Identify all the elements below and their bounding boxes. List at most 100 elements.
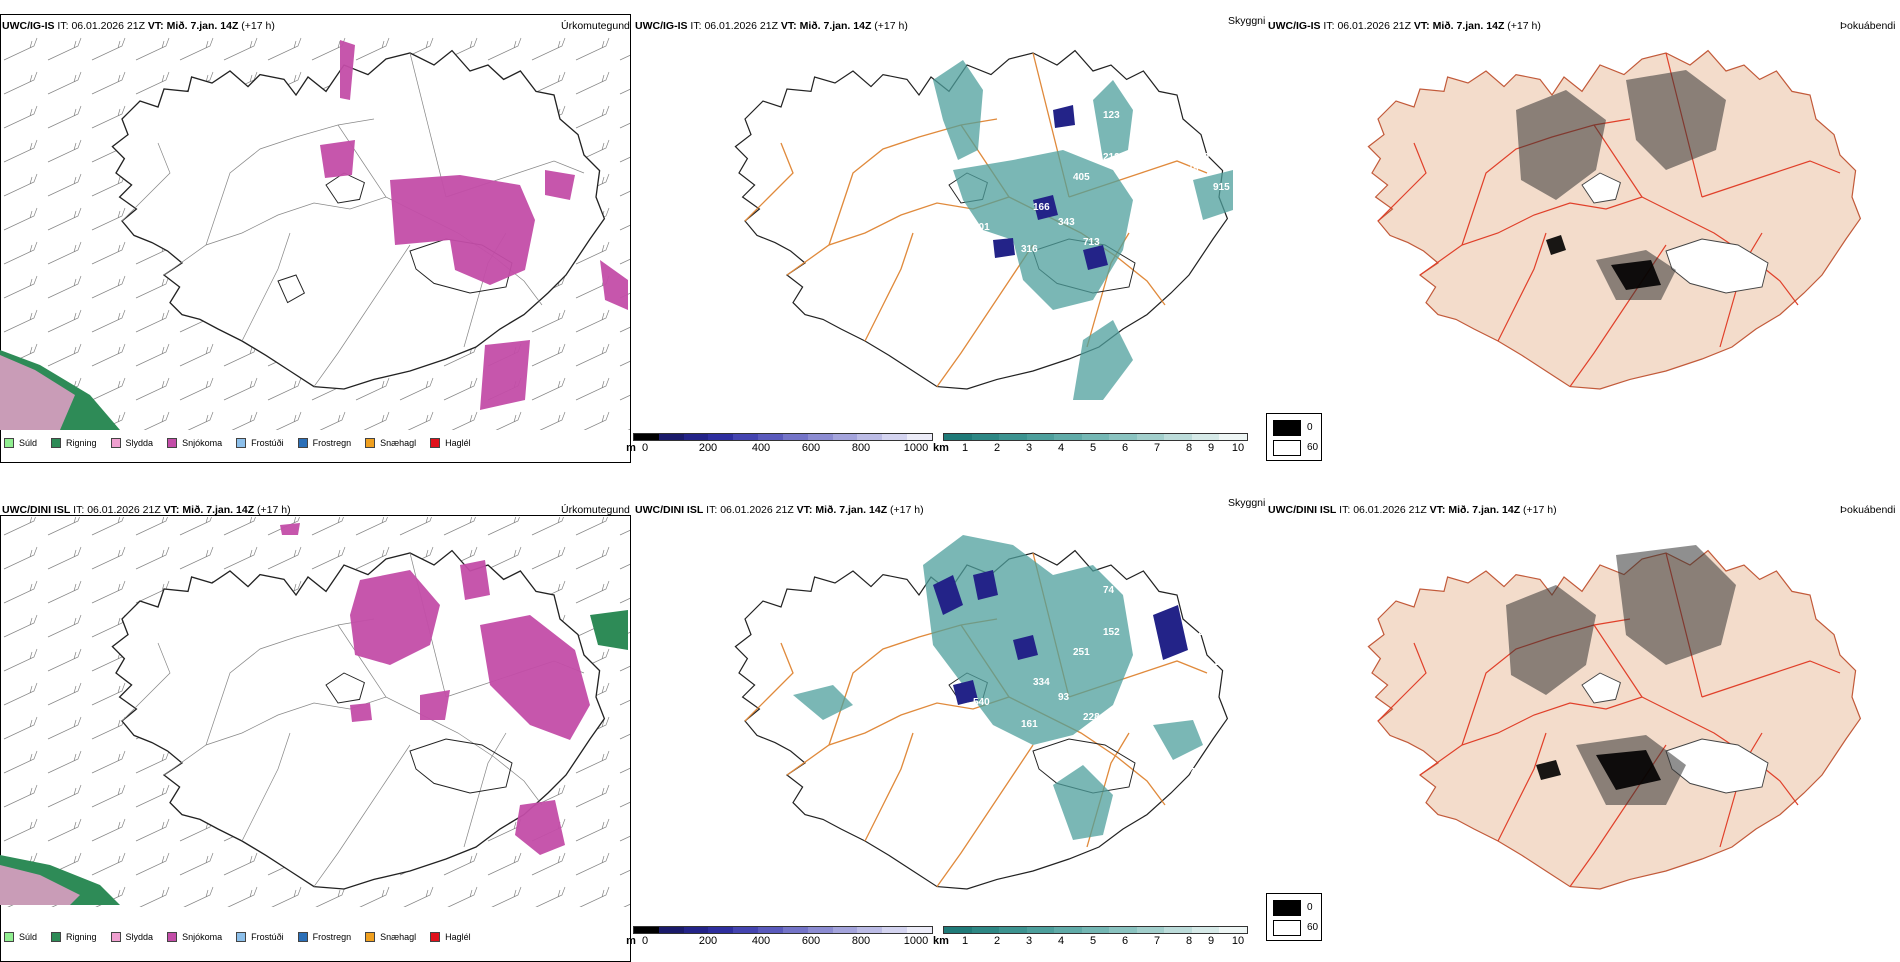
panel-header: UWC/DINI ISL IT: 06.01.2026 21Z VT: Mið.… (2, 504, 291, 516)
panel-header: UWC/IG-IS IT: 06.01.2026 21Z VT: Mið. 7.… (1268, 20, 1541, 32)
panel-header: UWC/DINI ISL IT: 06.01.2026 21Z VT: Mið.… (1268, 504, 1557, 516)
ceiling-value-label: 152 (1103, 627, 1120, 638)
ceiling-value-label: 316 (1021, 244, 1038, 255)
it-value: 06.01.2026 21Z (71, 20, 145, 32)
it-value: 06.01.2026 21Z (1337, 20, 1411, 32)
tick-label: 400 (751, 935, 771, 947)
model-name: UWC/IG-IS (1268, 20, 1321, 32)
tick-label: 600 (801, 935, 821, 947)
panel-header: UWC/DINI ISL IT: 06.01.2026 21Z VT: Mið.… (635, 504, 924, 516)
tick-label: 1 (961, 935, 969, 947)
legend-label: Frostregn (312, 438, 352, 448)
legend-label: Frostúði (251, 438, 284, 448)
it-value: 06.01.2026 21Z (704, 20, 778, 32)
tick-label: 400 (751, 442, 771, 454)
tick-label: 3 (1025, 935, 1033, 947)
legend-swatch (4, 932, 14, 942)
tick-label: 7 (1153, 442, 1161, 454)
ceiling-value-label: 343 (1058, 217, 1075, 228)
tick-label: 800 (851, 935, 871, 947)
ceiling-ticks: m 0 200 400 600 800 1000 (626, 934, 933, 948)
ceiling-value-label: 713 (1083, 237, 1100, 248)
fog-legend-swatch (1273, 900, 1301, 916)
ceiling-value-label: 14 (1188, 162, 1200, 173)
vt-value: Mið. 7.jan. 14Z (1432, 20, 1505, 32)
it-label: IT: (73, 504, 85, 516)
legend-item: Haglél (430, 438, 471, 448)
lead-time: (+17 h) (241, 20, 275, 32)
fog-legend-swatch (1273, 440, 1301, 456)
model-name: UWC/IG-IS (2, 20, 55, 32)
panel-title: Þokuábendi (1840, 504, 1896, 516)
ceiling-colorbar: m 0 200 400 600 800 1000 (626, 926, 933, 948)
legend-label: Frostregn (312, 932, 352, 942)
precip-panel-bottom: UWC/DINI ISL IT: 06.01.2026 21Z VT: Mið.… (0, 475, 633, 962)
legend-label: Slydda (125, 932, 154, 942)
legend-item: Slydda (110, 932, 154, 942)
precip-map (0, 30, 630, 430)
legend-swatch (236, 438, 247, 448)
ceiling-value-label: 977 (1178, 767, 1195, 778)
vt-label: VT: (1413, 20, 1430, 32)
legend-label: Snjókoma (182, 932, 223, 942)
ceiling-value-label: 228 (1083, 712, 1100, 723)
fog-legend-swatch (1273, 920, 1301, 936)
ceiling-colorbar-bar (633, 433, 933, 441)
it-label: IT: (1339, 504, 1351, 516)
legend-label: Slydda (125, 438, 154, 448)
tick-label: 600 (801, 442, 821, 454)
tick-label: 10 (1231, 935, 1245, 947)
fog-legend-top: 0 60 (1266, 413, 1322, 461)
vt-value: Mið. 7.jan. 14Z (182, 504, 255, 516)
ceiling-value-label: 803 (1178, 292, 1195, 303)
model-name: UWC/IG-IS (635, 20, 688, 32)
tick-label: 1000 (903, 935, 929, 947)
vt-value: Mið. 7.jan. 14Z (166, 20, 239, 32)
it-label: IT: (57, 20, 69, 32)
tick-label: 5 (1089, 935, 1097, 947)
ceiling-map: 334 251 152 286 529 540 93 161 228 977 86 74 98 27 15 (734, 535, 1229, 890)
ceiling-value-label: 19 (1198, 152, 1210, 163)
ceiling-panel-top: UWC/IG-IS IT: 06.01.2026 21Z VT: Mið. 7.… (626, 0, 1266, 475)
ceiling-colorbar-bar (633, 926, 933, 934)
panel-title: Úrkomutegund (561, 20, 630, 32)
precip-map (0, 517, 630, 907)
vt-label: VT: (796, 504, 813, 516)
ceiling-ticks: m 0 200 400 600 800 1000 (626, 441, 933, 455)
legend-label: Snæhagl (380, 932, 417, 942)
vt-label: VT: (163, 504, 180, 516)
tick-label: 4 (1057, 442, 1065, 454)
ceiling-value-label: 161 (1021, 719, 1038, 730)
tick-label: 5 (1089, 442, 1097, 454)
vt-value: Mið. 7.jan. 14Z (815, 504, 888, 516)
ceiling-map: 166 405 212 513 898 101 343 316 713 803 973 123 27 19… (734, 50, 1233, 400)
tick-label: 7 (1153, 935, 1161, 947)
tick-label: 200 (698, 935, 718, 947)
ceiling-value-label: 286 (1133, 617, 1150, 628)
vt-value: Mið. 7.jan. 14Z (799, 20, 872, 32)
tick-label: 9 (1207, 442, 1215, 454)
tick-label: 8 (1185, 935, 1193, 947)
ceiling-value-label: 334 (1033, 677, 1050, 688)
tick-label: 0 (641, 935, 649, 947)
legend-item: Súld (4, 438, 37, 448)
panel-title: Skyggni (1228, 15, 1266, 27)
ceiling-value-label: 898 (1173, 197, 1190, 208)
lead-time: (+17 h) (257, 504, 291, 516)
vt-label: VT: (147, 20, 164, 32)
tick-label: 1000 (903, 442, 929, 454)
tick-label: 1 (961, 442, 969, 454)
fog-legend-label: 0 (1307, 902, 1313, 913)
legend-item: Rigning (51, 438, 97, 448)
legend-label: Snæhagl (380, 438, 417, 448)
legend-label: Súld (19, 438, 38, 448)
fog-legend-swatch (1273, 420, 1301, 436)
legend-item: Slydda (110, 438, 154, 448)
tick-label: 6 (1121, 935, 1129, 947)
model-name: UWC/DINI ISL (635, 504, 704, 516)
ceiling-value-label: 212 (1103, 152, 1120, 163)
ceiling-value-label: 123 (1103, 110, 1120, 121)
it-label: IT: (1323, 20, 1335, 32)
panel-title: Skyggni (1228, 497, 1266, 509)
ceiling-value-label: 251 (1073, 647, 1090, 658)
